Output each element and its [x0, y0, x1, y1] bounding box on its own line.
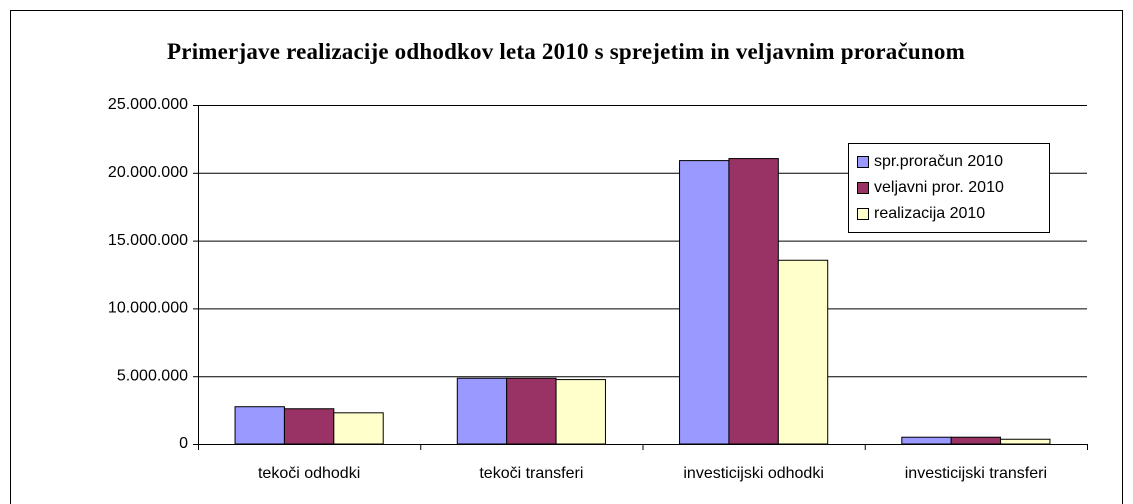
legend-swatch [857, 156, 869, 168]
bar [1000, 438, 1051, 445]
bar [234, 406, 285, 445]
bar [728, 158, 779, 445]
legend-swatch [857, 208, 869, 220]
chart-border [10, 10, 1123, 504]
bar [950, 436, 1002, 445]
y-tick-label: 20.000.000 [108, 164, 188, 181]
bar [555, 379, 606, 445]
legend-label: veljavni pror. 2010 [874, 179, 1004, 196]
bar [777, 259, 829, 445]
legend-swatch [857, 182, 869, 194]
bar [679, 160, 730, 445]
bar [456, 377, 508, 445]
x-tick-label: tekoči transferi [479, 465, 583, 482]
bar [506, 377, 557, 445]
y-tick-label: 0 [179, 435, 188, 452]
y-tick-label: 25.000.000 [108, 96, 188, 113]
y-tick-label: 5.000.000 [117, 367, 188, 384]
y-tick-label: 15.000.000 [108, 232, 188, 249]
x-tick-label: investicijski transferi [905, 465, 1047, 482]
bar [333, 412, 384, 445]
x-tick-label: investicijski odhodki [683, 465, 824, 482]
bar [283, 408, 335, 445]
legend-label: spr.proračun 2010 [874, 153, 1003, 170]
y-tick-label: 10.000.000 [108, 300, 188, 317]
bar [901, 436, 952, 445]
legend-box [848, 143, 1050, 233]
legend-label: realizacija 2010 [874, 205, 985, 222]
x-tick-label: tekoči odhodki [258, 465, 360, 482]
chart-title: Primerjave realizacije odhodkov leta 201… [167, 39, 965, 64]
